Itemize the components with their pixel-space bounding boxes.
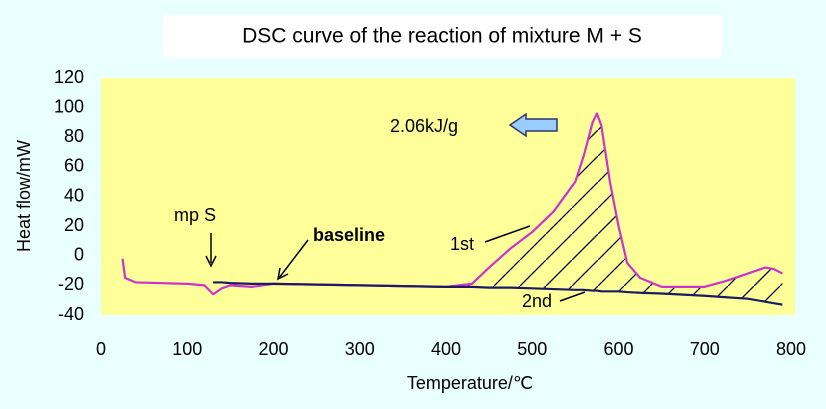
x-tick-label: 500 (517, 339, 547, 359)
arrow (278, 239, 309, 279)
x-tick-label: 800 (776, 339, 806, 359)
arrow-head (276, 267, 289, 281)
annotation: baseline (313, 225, 385, 245)
x-tick-label: 600 (603, 339, 633, 359)
x-tick-label: 400 (431, 339, 461, 359)
y-axis-title: Heat flow/mW (14, 140, 34, 252)
x-tick-label: 700 (690, 339, 720, 359)
annotation: 2.06kJ/g (390, 116, 458, 136)
y-tick-label: 20 (64, 215, 84, 235)
arrow (484, 225, 531, 243)
block-arrow (508, 112, 558, 138)
x-tick-label: 200 (258, 339, 288, 359)
arrow (559, 291, 586, 302)
y-tick-label: 80 (64, 126, 84, 146)
title-box (163, 15, 722, 58)
lines (121, 112, 783, 306)
y-tick-label: -20 (58, 274, 84, 294)
x-tick-label: 300 (345, 339, 375, 359)
y-tick-label: 100 (54, 96, 84, 116)
y-tick-label: -40 (58, 304, 84, 324)
hatched-area (213, 113, 783, 305)
y-tick-label: 60 (64, 156, 84, 176)
chart-title: DSC curve of the reaction of mixture M +… (242, 25, 642, 48)
annotation: mp S (174, 205, 216, 225)
series-label: 2nd (522, 291, 552, 311)
plot-area (101, 78, 795, 315)
y-tick-label: 40 (64, 185, 84, 205)
hatch-layer (213, 113, 783, 305)
line-series (121, 112, 783, 296)
arrow-head (205, 255, 217, 268)
y-tick-label: 0 (74, 245, 84, 265)
line-series (213, 281, 783, 306)
x-tick-label: 0 (96, 339, 106, 359)
series-label: 1st (450, 234, 474, 254)
x-axis-title: Temperature/℃ (407, 373, 533, 393)
x-tick-label: 100 (172, 339, 202, 359)
y-tick-label: 120 (54, 67, 84, 87)
